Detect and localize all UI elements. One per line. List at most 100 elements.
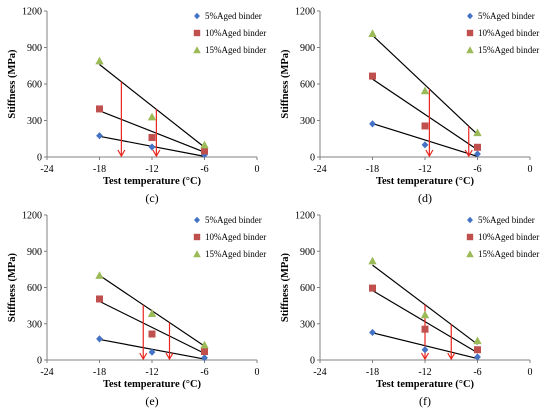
legend-marker — [194, 216, 200, 224]
data-point — [420, 310, 430, 319]
data-point — [473, 336, 482, 345]
trendline — [372, 122, 478, 157]
legend-label: 10%Aged binder — [205, 232, 266, 242]
data-point — [148, 134, 156, 142]
y-tick-label: 1200 — [295, 211, 315, 222]
y-axis-title: Stiffness (MPa) — [7, 252, 18, 322]
data-point — [147, 112, 157, 121]
data-point — [96, 335, 103, 343]
y-tick-label: 600 — [27, 80, 42, 91]
y-tick-label: 900 — [27, 247, 42, 258]
data-point — [474, 353, 481, 361]
arrow-head — [117, 149, 126, 158]
legend-marker — [193, 233, 201, 241]
trendline — [372, 34, 478, 135]
x-tick-label: -12 — [418, 164, 431, 175]
data-point — [201, 354, 208, 362]
chart-panel-1: 0 300 600 900 1200 -24 -18 -12 -6 0 Test temperatu… — [7, 7, 266, 206]
legend-marker — [466, 233, 474, 241]
legend-label: 5%Aged binder — [478, 11, 535, 21]
arrow-head — [420, 352, 430, 361]
data-point — [369, 72, 376, 80]
data-point — [147, 309, 157, 317]
x-tick-label: -12 — [418, 367, 431, 378]
data-point — [474, 143, 481, 151]
data-point — [473, 128, 482, 137]
x-tick-label: -18 — [93, 367, 106, 378]
data-point — [421, 122, 429, 130]
trendline — [99, 110, 205, 153]
y-tick-label: 300 — [300, 319, 315, 330]
legend-label: 5%Aged binder — [478, 215, 535, 225]
x-axis-title: Test temperature (°C) — [103, 379, 202, 390]
arrow-head — [152, 149, 161, 158]
legend-marker — [466, 29, 474, 37]
legend-marker — [193, 29, 201, 37]
x-tick-label: -12 — [145, 164, 158, 175]
x-tick-label: 0 — [528, 367, 533, 378]
x-tick-label: 0 — [255, 367, 260, 378]
legend-label: 15%Aged binder — [478, 45, 539, 55]
y-tick-label: 600 — [27, 283, 42, 294]
legend-marker — [193, 250, 201, 258]
data-point — [420, 86, 430, 95]
x-tick-label: -24 — [313, 164, 326, 175]
arrow-head — [425, 149, 434, 158]
data-point — [96, 105, 103, 113]
x-tick-label: -18 — [366, 164, 379, 175]
data-point — [201, 348, 208, 356]
legend-label: 10%Aged binder — [478, 232, 539, 242]
data-point — [95, 56, 104, 65]
trendline — [372, 78, 478, 151]
panel-label: (e) — [145, 394, 158, 408]
legend-marker — [466, 46, 474, 54]
legend-label: 15%Aged binder — [478, 249, 539, 259]
arrow-head — [139, 352, 148, 361]
y-tick-label: 1200 — [22, 7, 42, 18]
legend-marker — [467, 216, 473, 224]
y-tick-label: 0 — [37, 356, 42, 367]
x-axis-title: Test temperature (°C) — [103, 176, 202, 187]
legend-label: 10%Aged binder — [205, 28, 266, 38]
data-point — [95, 271, 104, 279]
x-tick-label: -24 — [40, 367, 53, 378]
y-tick-label: 600 — [300, 283, 315, 294]
x-tick-label: -18 — [93, 164, 106, 175]
y-tick-label: 1200 — [22, 211, 42, 222]
data-point — [368, 29, 377, 38]
legend-label: 10%Aged binder — [478, 28, 539, 38]
y-tick-label: 300 — [300, 116, 315, 127]
y-axis-title: Stiffness (MPa) — [7, 49, 18, 119]
x-axis-title: Test temperature (°C) — [376, 379, 475, 390]
arrow-head — [464, 149, 473, 158]
y-tick-label: 0 — [37, 153, 42, 164]
data-point — [148, 330, 156, 338]
x-tick-label: -6 — [473, 164, 481, 175]
y-tick-label: 600 — [300, 80, 315, 91]
data-point — [369, 120, 376, 128]
y-tick-label: 300 — [27, 319, 42, 330]
data-point — [368, 256, 377, 265]
chart-panel-2: 0 300 600 900 1200 -24 -18 -12 -6 0 Test temperatu… — [280, 7, 539, 206]
trendline — [99, 64, 205, 148]
y-tick-label: 0 — [310, 356, 315, 367]
y-axis-title: Stiffness (MPa) — [280, 49, 291, 119]
data-point — [369, 284, 376, 292]
x-tick-label: -24 — [40, 164, 53, 175]
data-point — [148, 143, 156, 151]
x-tick-label: 0 — [528, 164, 533, 175]
data-point — [201, 147, 208, 155]
data-point — [369, 328, 376, 337]
x-tick-label: 0 — [255, 164, 260, 175]
legend-label: 5%Aged binder — [205, 11, 262, 21]
panel-label: (f) — [419, 394, 431, 408]
data-point — [474, 150, 481, 158]
y-tick-label: 900 — [300, 43, 315, 54]
x-tick-label: -12 — [145, 367, 158, 378]
x-tick-label: -24 — [313, 367, 326, 378]
y-tick-label: 1200 — [295, 7, 315, 18]
legend-label: 15%Aged binder — [205, 45, 266, 55]
x-axis-title: Test temperature (°C) — [376, 176, 475, 187]
trendline — [99, 300, 205, 354]
